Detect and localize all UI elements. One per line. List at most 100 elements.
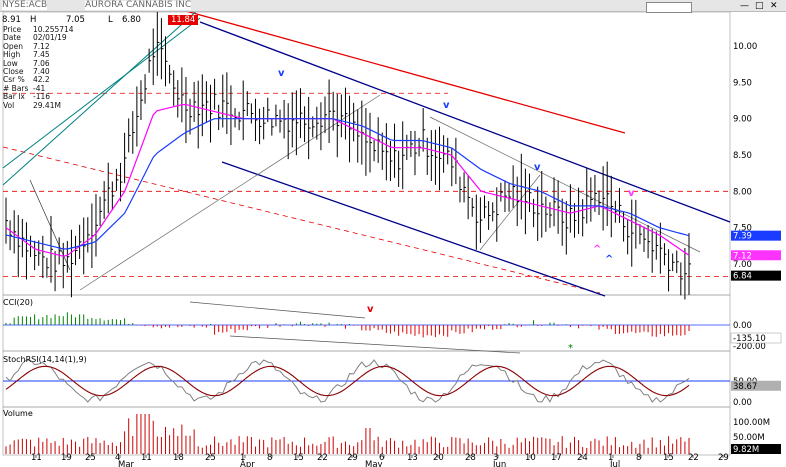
cci-tag: -135.10	[733, 334, 766, 344]
x-axis-label: 25	[85, 453, 96, 463]
info-value: -41	[33, 83, 46, 93]
header-bar: NYSE:ACB AURORA CANNABIS INC	[0, 0, 786, 24]
stoch-tag: 38.67	[733, 382, 757, 392]
info-value: 29.41M	[33, 100, 61, 110]
x-axis-month: Mar	[118, 460, 135, 467]
x-axis-label: 6	[379, 453, 384, 463]
teal-trendline	[2, 17, 201, 169]
info-row: Vol 29.41M	[3, 100, 74, 110]
x-axis-label: 1	[608, 453, 613, 463]
stoch-panel-frame	[2, 350, 731, 408]
value-field-h-label: H	[30, 15, 37, 25]
x-axis-label: 22	[317, 453, 328, 463]
info-row: Price 10.255714	[3, 25, 74, 34]
x-axis-month: Jun	[492, 460, 506, 467]
price-tag: 6.84	[733, 272, 752, 282]
info-label: Price	[3, 25, 22, 34]
x-axis-label: 15	[663, 453, 674, 463]
v-annotation: v	[628, 188, 635, 199]
x-axis-label: 10	[525, 453, 536, 463]
volume-tag: 9.82M	[733, 445, 759, 455]
x-axis-label: 13	[407, 453, 418, 463]
channel-upper	[199, 21, 731, 223]
info-value: 42.2	[33, 75, 50, 85]
teal-trendline-2	[2, 7, 201, 186]
cci-trendline-2	[229, 335, 521, 354]
header-company: AURORA CANNABIS INC	[85, 0, 192, 10]
volume-tag-bg	[731, 444, 781, 454]
price-axis-label: 10.00	[733, 42, 757, 52]
v-annotation: v	[534, 162, 541, 173]
x-axis-label: 15	[293, 453, 304, 463]
cci-axis-label: -200.00	[733, 342, 766, 352]
value-field-l-label: L	[108, 15, 113, 25]
x-axis-label: 17	[551, 453, 562, 463]
up-annotation: ^	[605, 254, 613, 265]
thin-trend-2	[79, 94, 381, 291]
info-value: 7.40	[33, 67, 50, 77]
x-axis-label: 22	[688, 453, 699, 463]
info-row: Low 7.06	[3, 58, 74, 68]
close-icon[interactable]: ✕	[770, 1, 778, 11]
info-row: Csr % 42.2	[3, 75, 74, 85]
x-axis-label: 11	[31, 453, 42, 463]
volume-axis-label: 50.00M	[733, 433, 765, 443]
info-value: 7.06	[33, 58, 50, 68]
info-row: # Bars -41	[3, 83, 74, 93]
title-bar: — □ ✕	[0, 0, 786, 12]
info-label: Csr %	[3, 75, 25, 85]
price-axis-label: 9.50	[733, 78, 752, 88]
info-value: 10.255714	[33, 25, 74, 34]
info-label: Close	[3, 67, 24, 77]
info-row: High 7.45	[3, 50, 74, 60]
v-annotation: v	[443, 100, 450, 111]
x-axis-label: 4	[115, 453, 120, 463]
info-box: Price 10.255714 Date 02/01/19 Open 7.12 High 7.…	[3, 25, 74, 110]
v-annotation: v	[278, 68, 285, 79]
stoch-signal-line	[5, 365, 690, 397]
ma-slow-line	[5, 118, 690, 250]
v-annotation: v	[367, 304, 374, 315]
info-value: -116	[33, 92, 51, 102]
value-field-4: 11.84	[168, 15, 199, 25]
stoch-tag-bg	[731, 380, 781, 391]
x-axis-label: 19	[61, 453, 72, 463]
cci-tag-bg	[730, 332, 782, 344]
price-axis-label: 9.00	[733, 115, 752, 125]
toolbar-dropdown[interactable]	[646, 2, 692, 13]
x-axis-label: 3	[493, 453, 498, 463]
x-axis-label: 8	[267, 453, 272, 463]
x-axis-label: 28	[465, 453, 476, 463]
x-axis-label: 8	[636, 453, 641, 463]
ma-fast-line	[5, 103, 690, 257]
volume-panel-title: Volume	[3, 409, 33, 418]
value-field-3: 8.91	[2, 15, 21, 25]
x-axis-month: May	[365, 460, 383, 467]
volume-axis-label: 100.00M	[733, 418, 770, 428]
price-tag: 7.12	[733, 251, 752, 261]
x-axis-label: 24	[577, 453, 588, 463]
price-axis-label: 7.00	[733, 260, 752, 270]
x-axis-label: 25	[205, 453, 216, 463]
info-label: High	[3, 50, 21, 60]
x-axis-label: 29	[347, 453, 358, 463]
info-value: 7.45	[33, 50, 50, 60]
value-strip: 8.91 H 7.05 L 6.80 11.84	[0, 15, 786, 26]
price-axis-label: 8.00	[733, 187, 752, 197]
x-axis-label: 29	[718, 453, 729, 463]
info-label: Open	[3, 41, 24, 51]
stoch-axis-label: 0.00	[733, 398, 752, 408]
info-row: Close 7.40	[3, 67, 74, 77]
thin-trend-1	[429, 116, 701, 253]
info-row: Bar Ix -116	[3, 92, 74, 102]
price-tag-bg	[731, 250, 781, 261]
x-axis-label: 1	[240, 453, 245, 463]
restore-icon[interactable]: □	[755, 1, 764, 11]
x-axis-label: 20	[433, 453, 444, 463]
info-label: Date	[3, 33, 21, 43]
price-tag: 7.39	[733, 232, 752, 242]
cci-axis-label: 0.00	[733, 321, 752, 331]
minimize-icon[interactable]: —	[740, 1, 749, 11]
volume-panel-frame	[2, 406, 731, 456]
